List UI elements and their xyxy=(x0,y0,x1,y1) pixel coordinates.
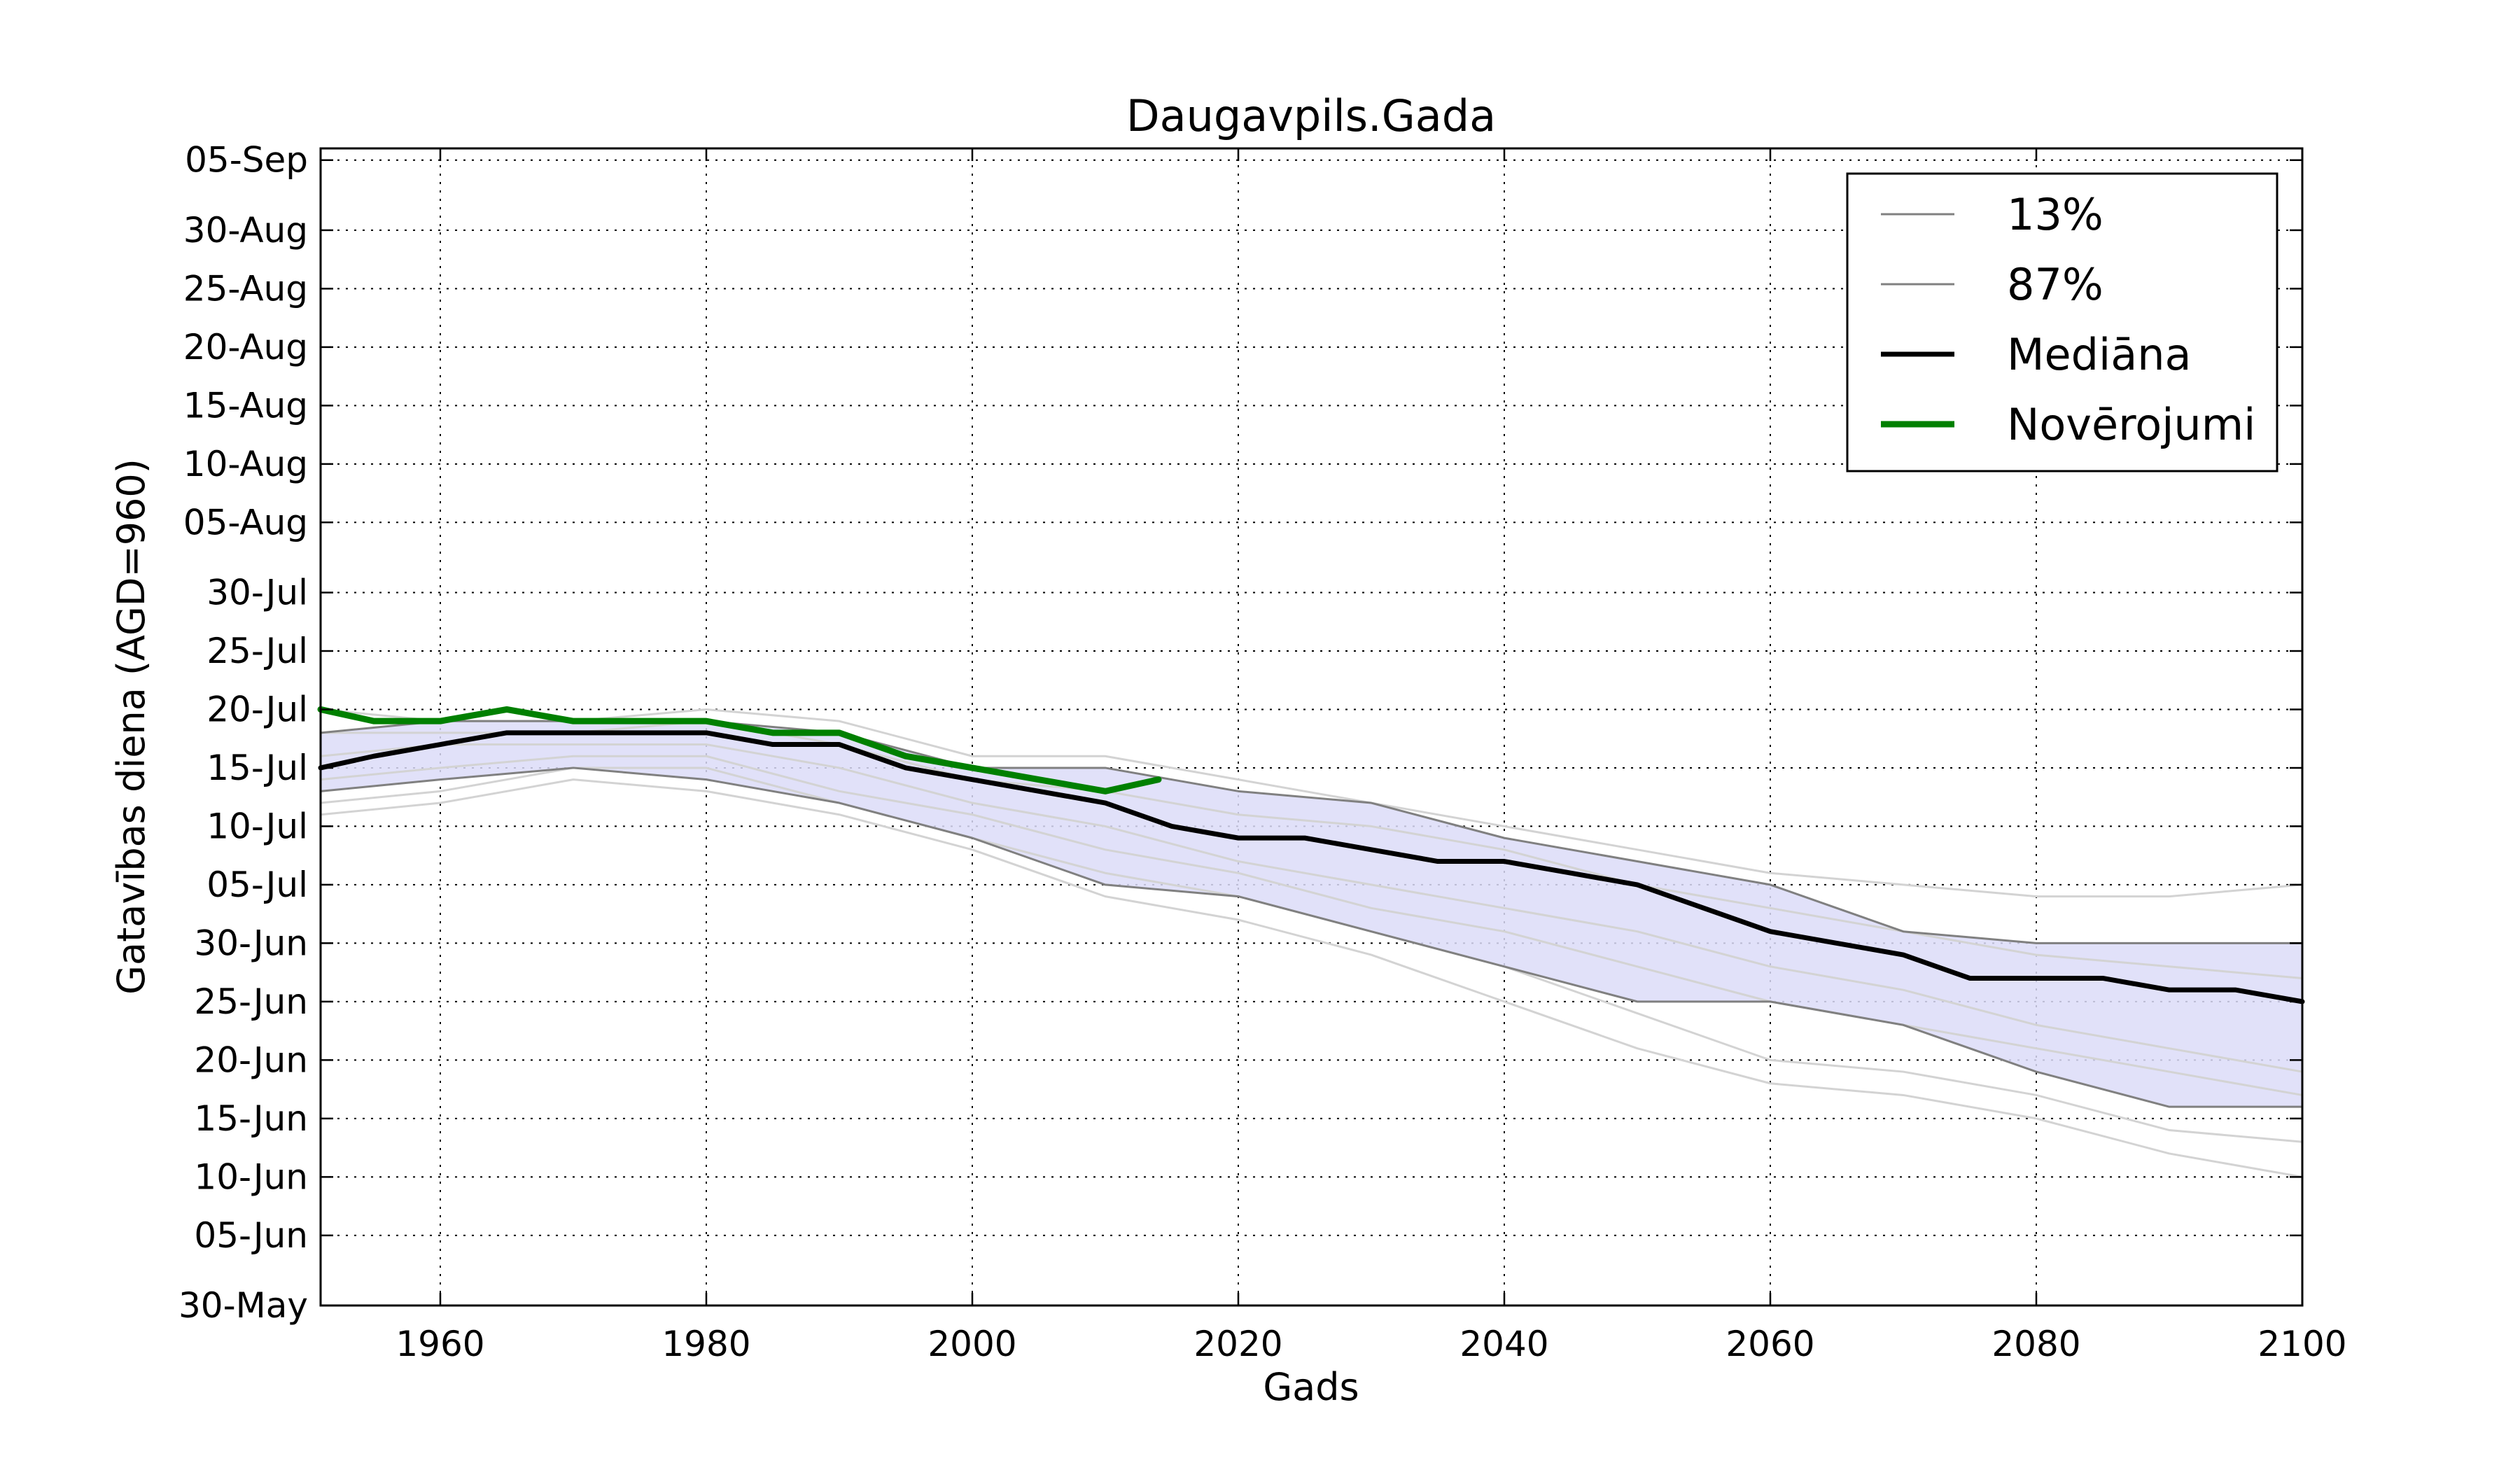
ensemble-member-line xyxy=(320,743,2303,1073)
y-tick-label: 25-Jun xyxy=(194,981,308,1022)
ensemble-member-line xyxy=(320,755,2303,1096)
x-tick-label: 1960 xyxy=(396,1324,484,1364)
legend-label-87pct: 87% xyxy=(2007,259,2104,310)
series-lines xyxy=(317,706,2305,1108)
plot-frame xyxy=(319,147,2304,1307)
ensemble-member-line xyxy=(320,778,2303,1178)
y-tick-label: 30-May xyxy=(178,1285,308,1326)
x-tick-label: 2100 xyxy=(2258,1324,2346,1364)
x-tick-label: 2040 xyxy=(1460,1324,1548,1364)
y-tick-label: 10-Jul xyxy=(206,806,308,846)
y-axis-label: Gatavības diena (AGD=960) xyxy=(109,458,153,995)
y-tick-label: 20-Jul xyxy=(206,689,308,729)
percentile-band-area xyxy=(321,721,2302,1107)
y-tick-label: 30-Jun xyxy=(194,923,308,963)
x-tick-label: 2000 xyxy=(927,1324,1016,1364)
series-line-observations xyxy=(317,706,1162,794)
legend-label-13pct: 13% xyxy=(2007,189,2104,240)
y-tick-label: 20-Jun xyxy=(194,1040,308,1080)
y-tick-label: 05-Aug xyxy=(183,502,308,542)
y-tick-label: 10-Aug xyxy=(183,444,308,484)
series-line-median xyxy=(318,730,2305,1004)
x-tick-label: 1980 xyxy=(662,1324,750,1364)
y-tick-label: 05-Sep xyxy=(185,140,308,181)
x-tick-label: 2080 xyxy=(1991,1324,2080,1364)
legend-label-median: Mediāna xyxy=(2007,329,2192,380)
percentile-band xyxy=(321,721,2302,1107)
x-axis-label: Gads xyxy=(1263,1365,1359,1409)
y-tick-label: 15-Jun xyxy=(194,1098,308,1139)
x-tick-label: 2020 xyxy=(1194,1324,1282,1364)
y-tick-label: 25-Aug xyxy=(183,268,308,309)
ensemble-member-line xyxy=(320,708,2303,898)
y-tick-label: 05-Jul xyxy=(206,864,308,905)
chart-title: Daugavpils.Gada xyxy=(1126,90,1496,141)
y-tick-label: 30-Jul xyxy=(206,572,308,612)
ensemble-member-line xyxy=(321,720,2303,979)
series-line-13pct xyxy=(319,766,2304,1108)
x-axis-ticks: 1960 1980 2000 2020 2040 2060 2080 2100 xyxy=(396,148,2347,1364)
legend-box xyxy=(1846,172,2278,472)
legend-label-observations: Novērojumi xyxy=(2007,399,2255,450)
y-tick-label: 20-Aug xyxy=(183,327,308,368)
y-axis-ticks: 30-May 05-Jun 10-Jun 15-Jun 20-Jun 25-Jun 30-J… xyxy=(178,140,2302,1326)
y-tick-label: 10-Jun xyxy=(194,1156,308,1197)
y-tick-label: 05-Jun xyxy=(194,1215,308,1256)
y-tick-label: 30-Aug xyxy=(183,210,308,251)
legend: 13% 87% Mediāna Novērojumi xyxy=(1846,172,2278,472)
y-tick-label: 15-Jul xyxy=(206,748,308,788)
x-tick-label: 2060 xyxy=(1726,1324,1814,1364)
y-tick-label: 25-Jul xyxy=(206,631,308,671)
y-tick-label: 15-Aug xyxy=(183,385,308,426)
